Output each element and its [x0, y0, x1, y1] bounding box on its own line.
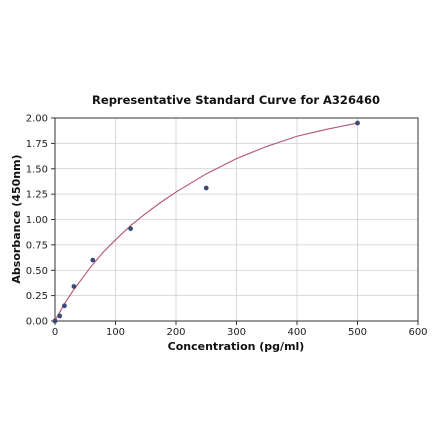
x-tick-label: 0	[52, 327, 58, 338]
y-tick-label: 1.00	[26, 215, 48, 226]
x-tick-label: 400	[287, 327, 306, 338]
data-point	[52, 318, 58, 324]
x-tick-label: 300	[227, 327, 246, 338]
x-tick-label: 200	[166, 327, 185, 338]
y-tick-label: 1.75	[26, 139, 48, 150]
x-tick-label: 600	[408, 327, 427, 338]
x-tick-label: 100	[106, 327, 125, 338]
y-axis-title: Absorbance (450nm)	[10, 154, 23, 283]
data-point	[203, 185, 209, 191]
data-point	[128, 226, 134, 232]
chart-title: Representative Standard Curve for A32646…	[92, 93, 380, 107]
x-axis-title: Concentration (pg/ml)	[168, 340, 305, 353]
data-point	[62, 303, 67, 309]
data-points	[52, 120, 360, 324]
y-tick-label: 2.00	[26, 114, 48, 125]
data-point	[57, 313, 63, 319]
y-tick-label: 0.50	[26, 266, 48, 277]
axis-ticks: 0 100 200 300 400 500 600 0.00 0.25 0.50 0.75 1.00 1…	[26, 114, 428, 339]
y-tick-label: 0.00	[26, 317, 48, 328]
grid-lines	[54, 117, 419, 322]
y-tick-label: 1.25	[26, 190, 48, 201]
y-tick-label: 0.25	[26, 291, 48, 302]
data-point	[90, 257, 96, 263]
data-point	[355, 120, 360, 126]
fit-curve	[54, 122, 358, 322]
data-point	[71, 284, 77, 289]
y-tick-label: 1.50	[26, 164, 48, 175]
x-tick-label: 500	[348, 327, 367, 338]
y-tick-label: 0.75	[26, 240, 48, 251]
